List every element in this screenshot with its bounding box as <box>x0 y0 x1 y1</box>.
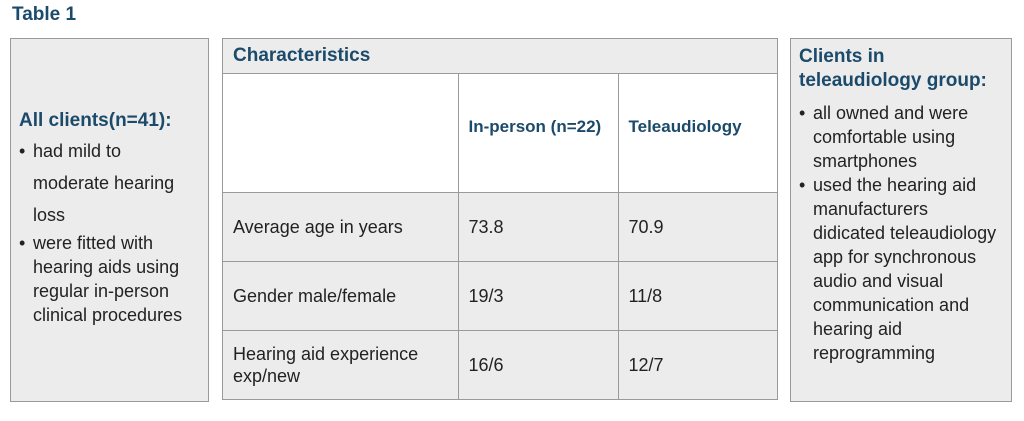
table-header: Characteristics <box>223 39 778 74</box>
table-row: Average age in years 73.8 70.9 <box>223 192 778 262</box>
list-item: used the hearing aid manufacturers didic… <box>799 173 1003 365</box>
teleaudiology-group-list: all owned and were comfortable using sma… <box>799 101 1003 365</box>
characteristics-table: Characteristics In-person (n=22) Teleaud… <box>222 38 778 400</box>
cell-in-person: 16/6 <box>457 330 619 399</box>
list-item: were fitted with hearing aids using regu… <box>19 231 200 327</box>
list-item: had mild to moderate hearing loss <box>19 135 200 231</box>
cell-teleaudiology: 12/7 <box>617 330 778 399</box>
column-header-in-person: In-person (n=22) <box>457 73 619 193</box>
cell-in-person: 73.8 <box>457 192 619 262</box>
table-row: Gender male/female 19/3 11/8 <box>223 261 778 331</box>
all-clients-panel: All clients(n=41): had mild to moderate … <box>10 38 209 402</box>
row-label: Average age in years <box>223 192 459 262</box>
list-item: all owned and were comfortable using sma… <box>799 101 1003 173</box>
cell-in-person: 19/3 <box>457 261 619 331</box>
table-row: Hearing aid experience exp/new 16/6 12/7 <box>223 330 778 399</box>
all-clients-list: had mild to moderate hearing loss were f… <box>19 135 200 327</box>
column-header-empty <box>223 73 459 193</box>
teleaudiology-group-panel: Clients in teleaudiology group: all owne… <box>790 38 1012 402</box>
row-label: Gender male/female <box>223 261 459 331</box>
teleaudiology-group-heading: Clients in teleaudiology group: <box>799 46 987 91</box>
column-header-teleaudiology: Teleaudiology <box>617 73 778 193</box>
cell-teleaudiology: 11/8 <box>617 261 778 331</box>
all-clients-heading: All clients(n=41): <box>19 110 172 131</box>
table-title: Table 1 <box>12 4 77 25</box>
cell-teleaudiology: 70.9 <box>617 192 778 262</box>
row-label: Hearing aid experience exp/new <box>223 330 459 399</box>
